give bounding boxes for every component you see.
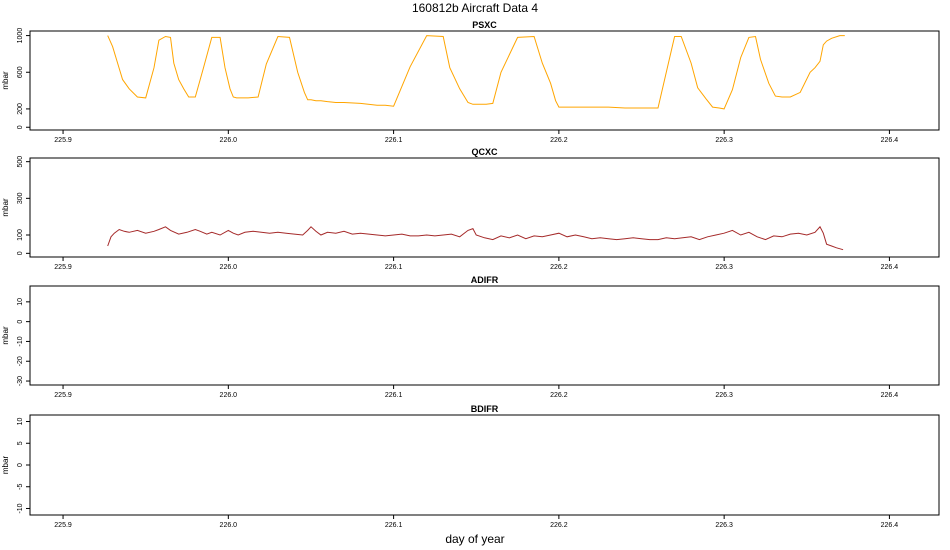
x-tick-label: 226.3: [715, 137, 733, 144]
panel-title: ADIFR: [471, 275, 499, 285]
y-axis-label: mbar: [1, 456, 10, 475]
series-line-psxc: [107, 35, 845, 110]
x-tick-label: 226.0: [220, 522, 238, 529]
y-axis-label: mbar: [1, 198, 10, 217]
y-axis-label: mbar: [1, 71, 10, 90]
x-tick-label: 226.4: [881, 392, 899, 399]
panel-psxc: PSXC mbar 225.9 226.0 226.1 226.2 226.3 226.4 0 2…: [1, 20, 940, 144]
y-tick-label: -20: [17, 356, 24, 366]
x-tick-label: 225.9: [54, 392, 72, 399]
x-tick-label: 226.0: [220, 392, 238, 399]
y-tick-label: -5: [17, 484, 24, 490]
x-tick-label: 226.1: [385, 264, 403, 271]
y-tick-label: 100: [17, 229, 24, 241]
y-axis-label: mbar: [1, 326, 10, 345]
x-tick-label: 226.2: [550, 137, 568, 144]
panels: PSXC mbar 225.9 226.0 226.1 226.2 226.3 226.4 0 2…: [1, 20, 940, 529]
main-title: 160812b Aircraft Data 4: [412, 1, 538, 15]
y-tick-label: 10: [17, 298, 24, 306]
y-tick-label: 10: [17, 418, 24, 426]
panel-qcxc: QCXC mbar 225.9 226.0 226.1 226.2 226.3 226.4 0 1…: [1, 147, 940, 271]
y-tick-label: 1000: [17, 28, 24, 44]
y-tick-label: 0: [17, 463, 24, 467]
plot-frame: [29, 285, 940, 386]
panel-title: PSXC: [472, 20, 497, 30]
x-tick-label: 226.2: [550, 392, 568, 399]
x-tick-label: 226.4: [881, 264, 899, 271]
x-tick-label: 226.3: [715, 392, 733, 399]
x-tick-label: 225.9: [54, 137, 72, 144]
y-tick-label: -10: [17, 336, 24, 346]
x-axis-label: day of year: [445, 532, 504, 546]
x-tick-label: 226.3: [715, 264, 733, 271]
x-tick-label: 226.1: [385, 137, 403, 144]
plot-frame: [29, 157, 940, 258]
y-tick-label: -30: [17, 376, 24, 386]
x-tick-label: 226.4: [881, 522, 899, 529]
panel-title: QCXC: [471, 147, 498, 157]
x-tick-label: 225.9: [54, 522, 72, 529]
plot-frame: [29, 414, 940, 516]
y-tick-label: 500: [17, 156, 24, 168]
x-tick-label: 226.1: [385, 522, 403, 529]
y-tick-label: 300: [17, 192, 24, 204]
y-tick-label: -10: [17, 503, 24, 513]
x-tick-label: 226.2: [550, 522, 568, 529]
panel-adifr: ADIFR mbar 225.9 226.0 226.1 226.2 226.3 226.4 -…: [1, 275, 940, 399]
plot-frame: [29, 30, 940, 131]
x-tick-label: 226.2: [550, 264, 568, 271]
y-tick-label: 5: [17, 441, 24, 445]
x-tick-label: 226.0: [220, 264, 238, 271]
y-tick-label: 600: [17, 66, 24, 78]
x-tick-label: 226.1: [385, 392, 403, 399]
x-tick-label: 226.4: [881, 137, 899, 144]
series-line-qcxc: [107, 225, 844, 251]
y-tick-label: 0: [17, 320, 24, 324]
y-tick-label: 200: [17, 103, 24, 115]
panel-title: BDIFR: [471, 404, 499, 414]
y-tick-label: 0: [17, 125, 24, 129]
y-tick-label: 0: [17, 251, 24, 255]
panel-bdifr: BDIFR mbar 225.9 226.0 226.1 226.2 226.3 226.4 -…: [1, 404, 940, 529]
x-tick-label: 225.9: [54, 264, 72, 271]
x-tick-label: 226.3: [715, 522, 733, 529]
x-tick-label: 226.0: [220, 137, 238, 144]
